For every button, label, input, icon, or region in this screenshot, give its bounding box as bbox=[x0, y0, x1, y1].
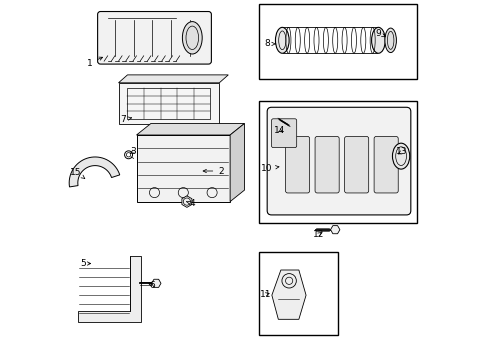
Ellipse shape bbox=[392, 143, 409, 169]
Text: 13: 13 bbox=[396, 148, 407, 157]
Polygon shape bbox=[118, 75, 228, 83]
Ellipse shape bbox=[384, 28, 396, 53]
Polygon shape bbox=[69, 157, 120, 187]
Bar bbox=[118, 83, 219, 124]
Text: 9: 9 bbox=[375, 29, 385, 38]
Bar bbox=[258, 101, 416, 223]
Ellipse shape bbox=[275, 27, 288, 53]
Ellipse shape bbox=[182, 22, 202, 54]
Text: 6: 6 bbox=[148, 281, 155, 289]
Text: 10: 10 bbox=[261, 164, 278, 173]
Bar bbox=[136, 135, 230, 202]
Text: 8: 8 bbox=[264, 40, 275, 49]
Text: 11: 11 bbox=[259, 290, 270, 299]
Text: 2: 2 bbox=[203, 166, 224, 176]
FancyBboxPatch shape bbox=[98, 12, 211, 64]
Text: 5: 5 bbox=[80, 259, 90, 268]
Bar bbox=[258, 252, 337, 335]
Text: 7: 7 bbox=[120, 115, 131, 124]
Text: 1: 1 bbox=[87, 57, 102, 68]
Polygon shape bbox=[136, 123, 244, 135]
Polygon shape bbox=[271, 270, 305, 319]
FancyBboxPatch shape bbox=[314, 136, 339, 193]
Ellipse shape bbox=[371, 27, 385, 53]
Polygon shape bbox=[78, 256, 141, 322]
Bar bbox=[127, 88, 210, 119]
FancyBboxPatch shape bbox=[373, 136, 397, 193]
FancyBboxPatch shape bbox=[285, 136, 309, 193]
FancyBboxPatch shape bbox=[344, 136, 368, 193]
Text: 4: 4 bbox=[186, 199, 195, 208]
Text: 14: 14 bbox=[274, 126, 285, 135]
Text: 12: 12 bbox=[312, 230, 324, 239]
FancyBboxPatch shape bbox=[271, 119, 296, 148]
Text: 15: 15 bbox=[70, 168, 84, 179]
Text: 3: 3 bbox=[130, 148, 136, 157]
FancyBboxPatch shape bbox=[266, 107, 410, 215]
Bar bbox=[258, 4, 416, 79]
Polygon shape bbox=[230, 123, 244, 202]
